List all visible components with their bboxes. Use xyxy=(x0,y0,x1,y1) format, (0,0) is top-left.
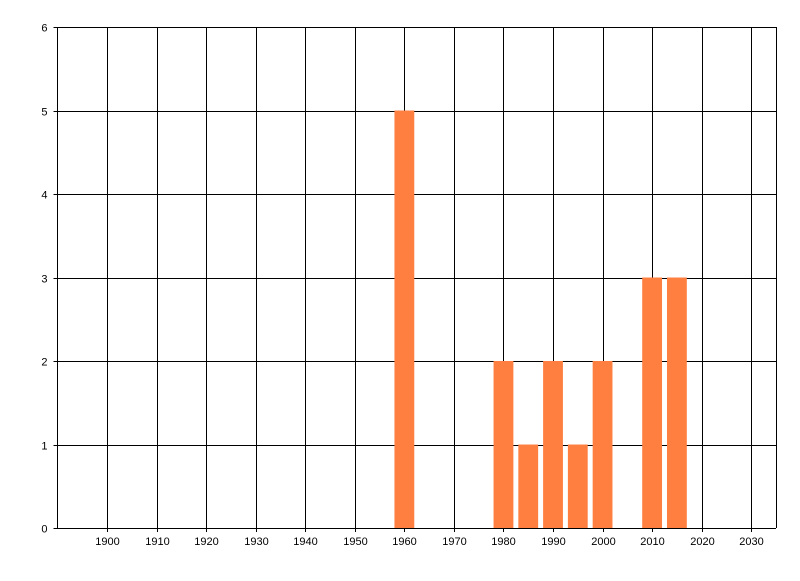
x-tick-label: 2010 xyxy=(640,536,664,548)
y-tick-label: 0 xyxy=(41,524,47,536)
x-tick-label: 1990 xyxy=(541,536,565,548)
x-tick-label: 1980 xyxy=(491,536,515,548)
x-tick-label: 1960 xyxy=(392,536,416,548)
bar xyxy=(394,110,415,528)
x-tick-label: 1950 xyxy=(343,536,367,548)
x-tick-label: 2000 xyxy=(591,536,615,548)
x-tick-label: 2030 xyxy=(739,536,763,548)
bar xyxy=(493,361,514,528)
x-tick-label: 2020 xyxy=(690,536,714,548)
bar xyxy=(642,277,663,528)
y-tick-label: 6 xyxy=(41,23,47,35)
bar xyxy=(543,361,563,528)
y-tick-label: 1 xyxy=(41,441,47,453)
y-tick-label: 2 xyxy=(41,357,47,369)
bar xyxy=(518,444,539,528)
x-tick-label: 1910 xyxy=(145,536,169,548)
y-tick-label: 4 xyxy=(41,190,47,202)
x-tick-label: 1970 xyxy=(442,536,466,548)
x-tick-label: 1940 xyxy=(293,536,317,548)
x-tick-label: 1930 xyxy=(244,536,268,548)
y-tick-label: 3 xyxy=(41,274,47,286)
bar xyxy=(592,361,613,528)
x-tick-label: 1900 xyxy=(95,536,119,548)
x-tick-label: 1920 xyxy=(194,536,218,548)
y-tick-label: 5 xyxy=(41,107,47,119)
bar xyxy=(666,277,687,528)
bar xyxy=(567,444,588,528)
